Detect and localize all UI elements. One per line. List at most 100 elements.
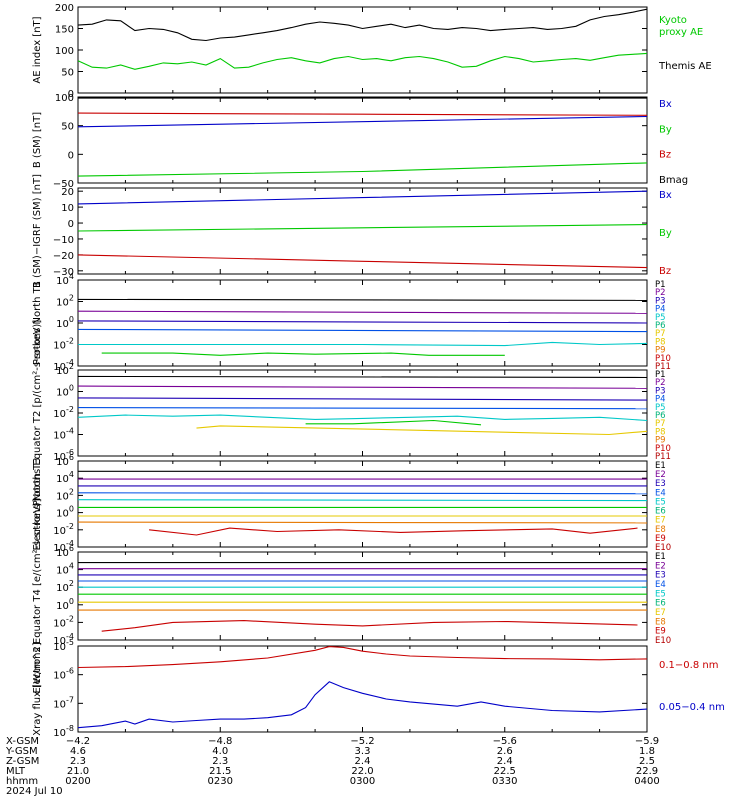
footer-value: 22.5 — [494, 766, 516, 777]
legend-entry: P11 — [655, 452, 671, 462]
y-tick-label: −50 — [53, 179, 74, 190]
y-tick-label: −20 — [53, 251, 74, 262]
legend-entry: Themis AE — [658, 61, 712, 72]
footer-value: −5.2 — [350, 736, 374, 747]
series-line-p1 — [77, 375, 648, 379]
footer-value: 2.6 — [497, 746, 513, 757]
y-tick-label: 10 — [61, 203, 74, 214]
panel-frame — [77, 96, 648, 184]
legend-entry: P7 — [655, 419, 666, 429]
legend-entry: E5 — [655, 589, 666, 599]
footer-row-label: 2024 Jul 10 — [6, 786, 63, 797]
panel-frame — [77, 6, 648, 94]
legend-entry: Bz — [659, 150, 671, 161]
y-tick-label: 102 — [56, 579, 74, 594]
footer-value: 21.0 — [67, 766, 89, 777]
legend-entry: E6 — [655, 507, 666, 517]
legend-entry: E7 — [655, 608, 666, 618]
footer-value: −4.2 — [66, 736, 90, 747]
legend-entry: P8 — [655, 337, 666, 347]
y-tick-label: 10-6 — [53, 448, 74, 463]
y-tick-label: 102 — [56, 362, 74, 377]
y-tick-label: 102 — [56, 294, 74, 309]
legend-entry: E3 — [655, 571, 666, 581]
y-axis-label: Protons Equator T2 [p/(cm²-s-sr-keV)] — [32, 320, 43, 507]
series-line-e4 — [77, 492, 648, 495]
series-line-by — [77, 162, 648, 177]
legend-entry: Bmag — [659, 175, 688, 186]
y-tick-label: 106 — [56, 544, 74, 559]
legend-entry: E5 — [655, 497, 666, 507]
legend: Bx By Bz — [659, 190, 672, 277]
y-axis-label: AE index [nT] — [32, 16, 43, 83]
y-tick-label: 10-4 — [53, 632, 74, 647]
footer-value: 0400 — [634, 776, 659, 787]
footer-value: 4.6 — [70, 746, 86, 757]
y-tick-label: 10-2 — [53, 522, 74, 537]
y-tick-label: 106 — [56, 453, 74, 468]
legend: 0.1−0.8 nm 0.05−0.4 nm — [659, 660, 725, 713]
legend-entry: P2 — [655, 288, 666, 298]
footer-value: 4.0 — [212, 746, 228, 757]
legend-entry: E2 — [655, 561, 666, 571]
legend-entry: Bx — [659, 190, 672, 201]
legend-entry: E4 — [655, 488, 666, 498]
y-axis-label: B (SM)−IGRF (SM) [nT] — [32, 174, 43, 288]
series-line-kyoto-proxy-ae — [77, 52, 648, 70]
footer-row-label: MLT — [6, 766, 26, 777]
footer-row-label: Z-GSM — [6, 756, 39, 767]
legend-entry: E10 — [655, 636, 671, 646]
legend-entry: 0.05−0.4 nm — [659, 702, 725, 713]
y-tick-label: 100 — [55, 93, 74, 104]
panel-frame — [77, 369, 648, 457]
legend-entry: E9 — [655, 627, 666, 637]
y-tick-label: 10-2 — [53, 614, 74, 629]
y-tick-label: 100 — [56, 505, 74, 520]
footer-value: 0330 — [492, 776, 517, 787]
series-line-0-1-0-8-nm — [77, 646, 648, 669]
series-line-bz — [77, 112, 648, 116]
legend-entry: E8 — [655, 617, 666, 627]
series-line-p4 — [77, 328, 648, 333]
legend-entry: Bx — [659, 99, 672, 110]
y-tick-label: 104 — [56, 470, 74, 485]
y-tick-label: 104 — [56, 562, 74, 577]
series-line-p6 — [101, 352, 505, 356]
legend-entry: P1 — [655, 370, 666, 380]
series-line-p7 — [196, 425, 648, 436]
footer-row-label: hhmm — [6, 776, 38, 787]
series-line-bx — [77, 115, 648, 128]
y-axis-label: Electrons Equator T4 [e/(cm²-s-sr-keV)] — [32, 498, 43, 693]
series-line-0-05-0-4-nm — [77, 681, 648, 729]
series-line-p1 — [77, 298, 648, 301]
y-tick-label: 150 — [55, 25, 74, 36]
footer-value: 22.9 — [636, 766, 658, 777]
y-tick-label: 0 — [68, 150, 74, 161]
y-tick-label: 10-7 — [53, 695, 74, 710]
legend-entry: P5 — [655, 403, 666, 413]
series-line-bx — [77, 190, 648, 205]
legend-entry: P10 — [655, 354, 671, 364]
footer-value: 2.3 — [212, 756, 228, 767]
footer-value: 2.5 — [639, 756, 655, 767]
y-tick-label: 100 — [56, 315, 74, 330]
footer-value: 0200 — [65, 776, 90, 787]
legend-entry: proxy AE — [659, 27, 703, 38]
y-tick-label: 10-8 — [53, 724, 74, 739]
series-line-p5 — [77, 414, 648, 422]
footer-value: −5.6 — [493, 736, 517, 747]
y-tick-label: 0 — [68, 219, 74, 230]
y-tick-label: 100 — [55, 46, 74, 57]
legend-entry: E10 — [655, 543, 671, 553]
footer-value: −5.9 — [635, 736, 659, 747]
legend-entry: 0.1−0.8 nm — [659, 660, 718, 671]
series-line-p3 — [77, 397, 648, 401]
legend-entry: P6 — [655, 411, 666, 421]
